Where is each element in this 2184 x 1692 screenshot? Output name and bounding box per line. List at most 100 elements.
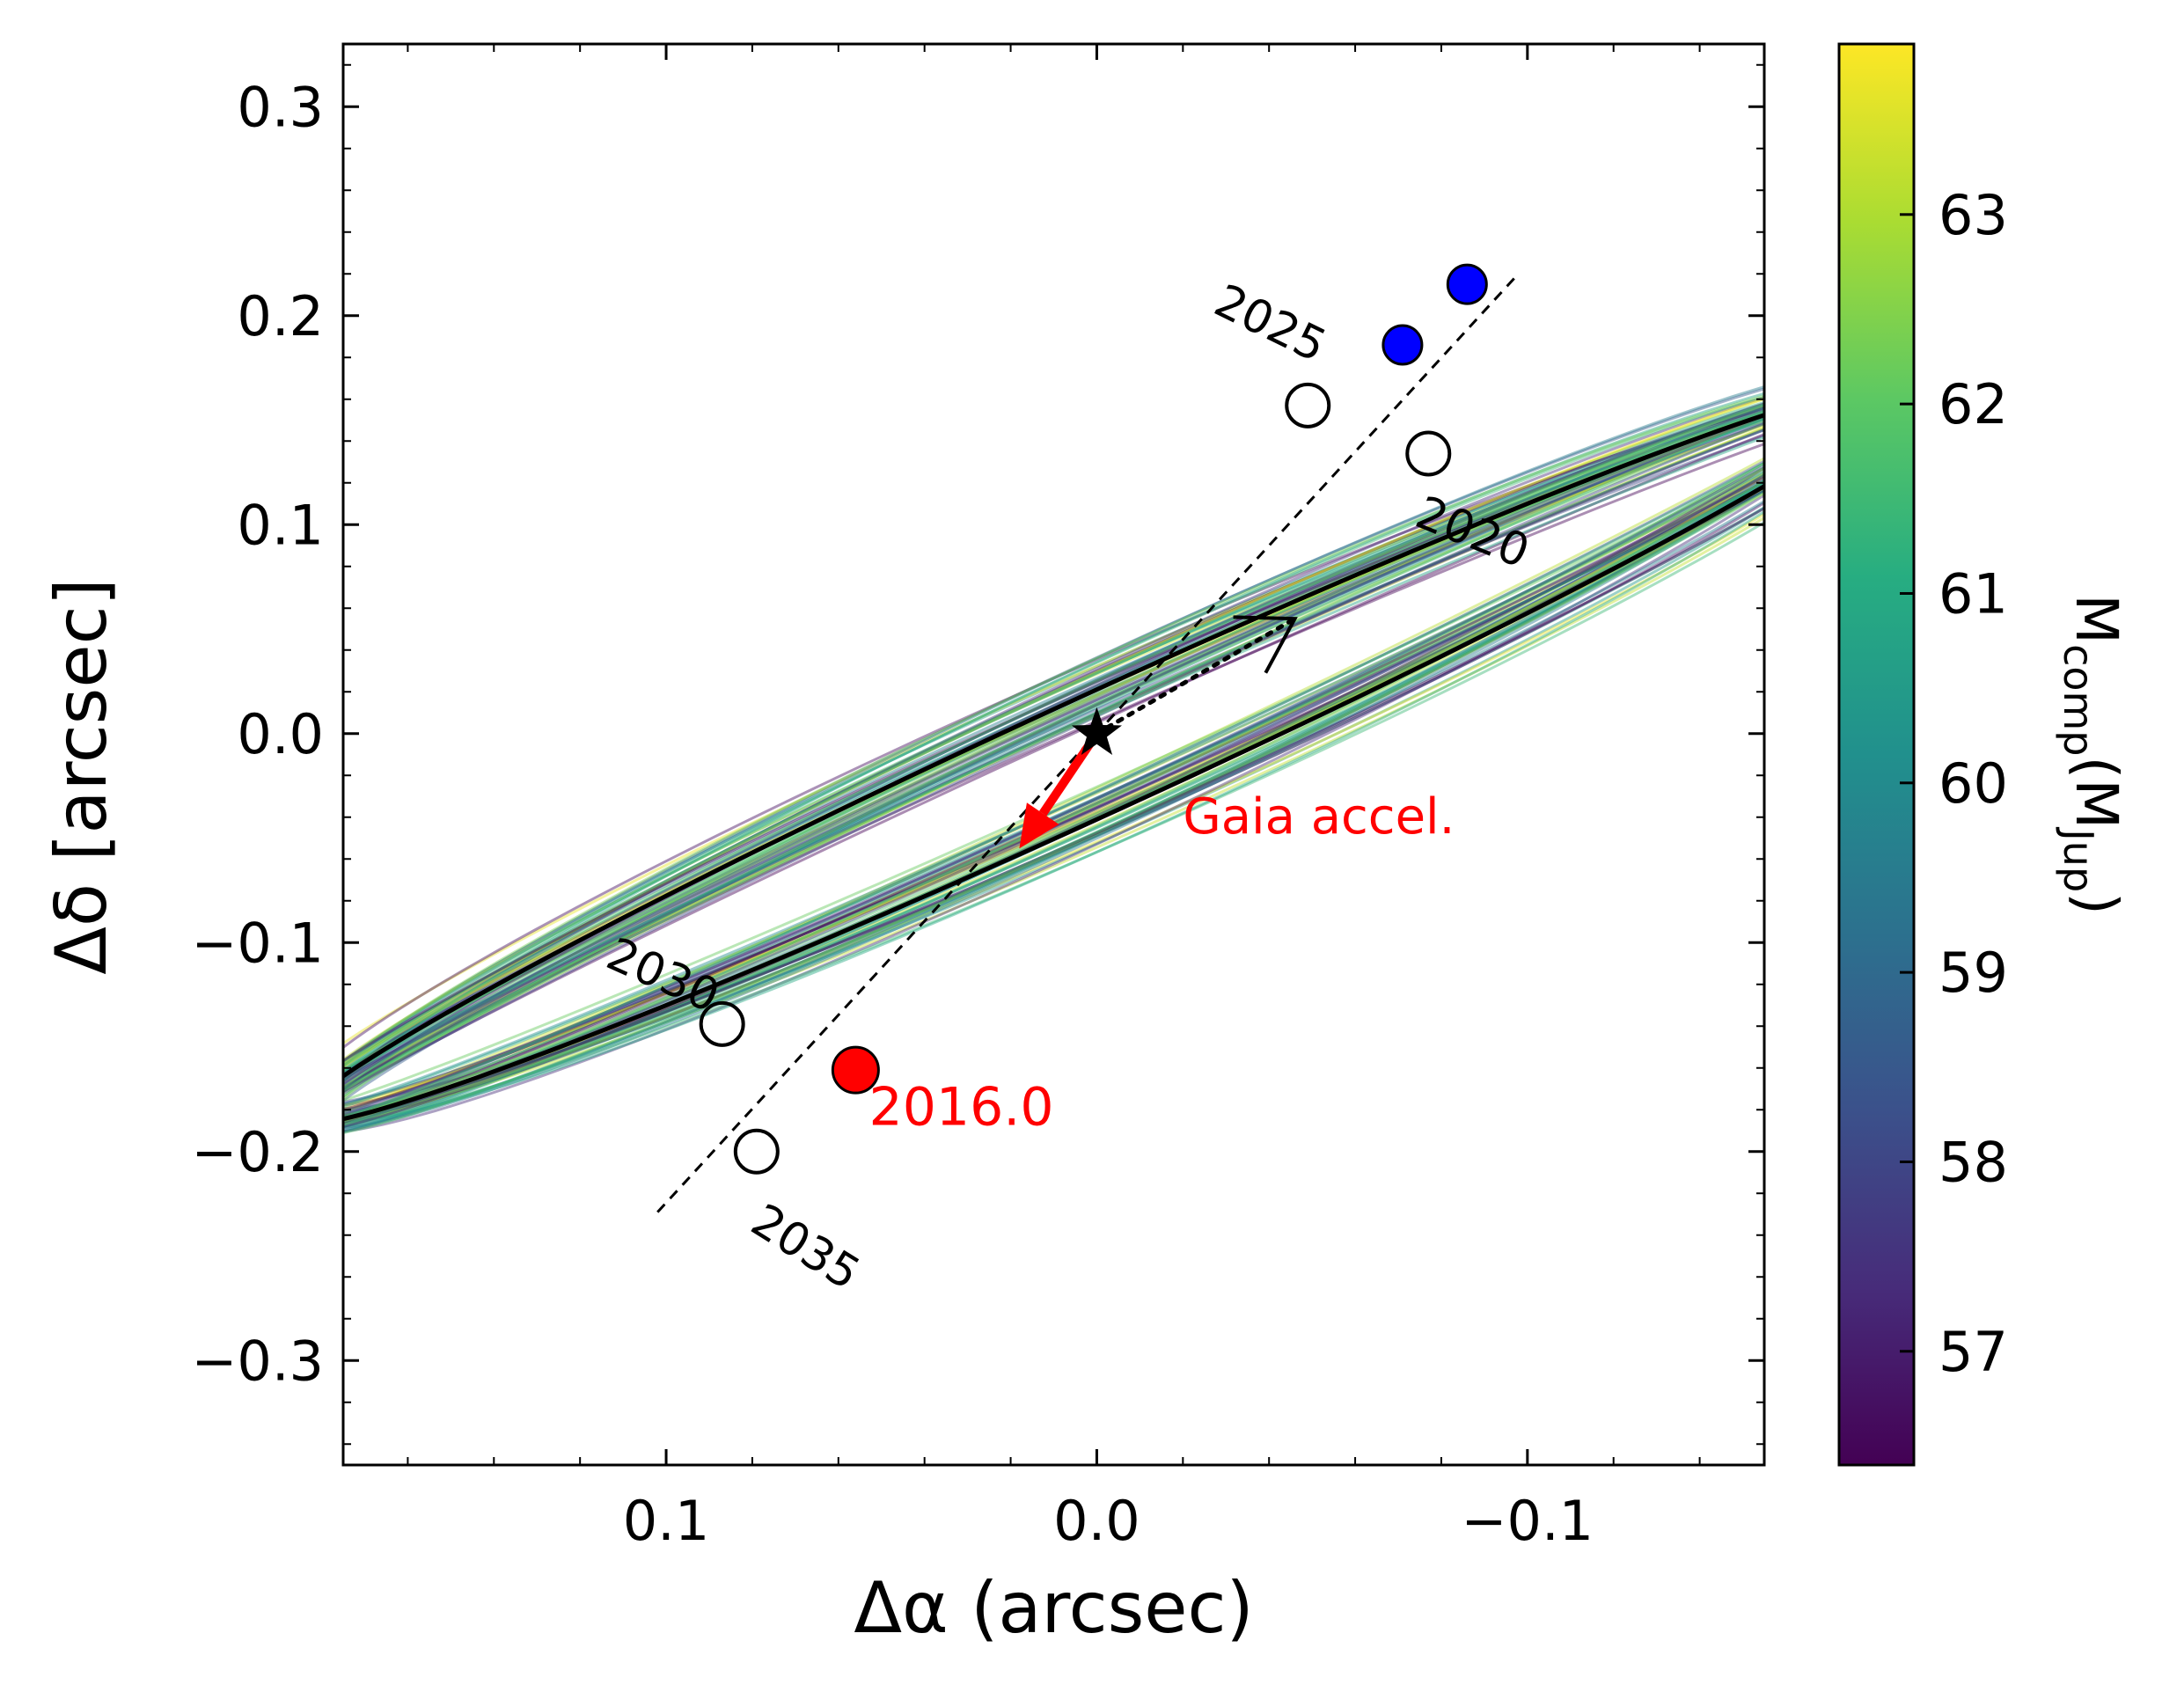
orbit-sample-line [343, 413, 1764, 1117]
orbit-sample-line [343, 421, 1764, 1119]
orbit-sample-line [343, 428, 1764, 1118]
orbit-sample-line [343, 442, 1764, 1111]
colorbar [1837, 42, 1916, 1467]
x-tick-label: 0.0 [1053, 1489, 1140, 1553]
orbit-sample-line [343, 433, 1764, 1124]
epoch-marker [733, 1128, 780, 1175]
x-axis: 0.1 0.0 −0.1 [407, 44, 1701, 1553]
orbit-sample-line [343, 385, 1764, 1133]
epoch-label: 2025 [1206, 275, 1334, 373]
colorbar-tick-label: 58 [1938, 1130, 2008, 1194]
orbit-sample-line [343, 417, 1764, 1119]
orbit-sample-line [343, 396, 1764, 1133]
orbit-sample-line [343, 428, 1764, 1117]
orbit-sample-line [343, 394, 1764, 1119]
orbit-sample-line [343, 397, 1764, 1122]
orbit-sample-line [343, 414, 1764, 1120]
orbit-sample-line [343, 414, 1764, 1113]
orbit-sample-line [343, 416, 1764, 1119]
orbit-sample-line [343, 404, 1764, 1124]
orbit-sample-line [343, 428, 1764, 1106]
epoch-marker [1405, 430, 1452, 477]
orbit-sample-line [343, 416, 1764, 1110]
y-tick-label: −0.2 [191, 1120, 324, 1184]
epoch-marker [1285, 382, 1331, 428]
y-tick-label: −0.3 [191, 1329, 324, 1393]
motion-arrow-head [1233, 615, 1298, 674]
orbit-sample-line [343, 426, 1764, 1120]
observed-point [1381, 324, 1424, 366]
orbit-sample-line [343, 412, 1764, 1126]
orbit-sample-line [343, 402, 1764, 1121]
orbit-sample-line [343, 410, 1764, 1127]
orbit-sample-line [343, 422, 1764, 1102]
host-star-icon [1071, 707, 1122, 755]
orbit-sample-line [343, 411, 1764, 1110]
orbit-sample-line [343, 415, 1764, 1117]
x-axis-label: Δα (arcsec) [854, 1567, 1253, 1649]
orbit-sample-line [343, 419, 1764, 1122]
orbit-sample-line [343, 387, 1764, 1132]
y-tick-label: 0.1 [237, 493, 324, 557]
orbit-sample-line [343, 426, 1764, 1114]
orbit-sample-line [343, 408, 1764, 1107]
orbit-sample-line [343, 406, 1764, 1124]
orbit-sample-line [343, 392, 1764, 1129]
y-tick-label: 0.2 [237, 284, 324, 348]
orbit-sample-line [343, 409, 1764, 1118]
orbit-sample-line [343, 406, 1764, 1129]
orbit-sample-line [343, 414, 1764, 1119]
colorbar-tick-label: 57 [1938, 1320, 2008, 1384]
orbit-sample-line [343, 405, 1764, 1129]
colorbar-ticks: 57 58 59 60 61 62 63 [1900, 183, 2008, 1384]
orbit-sample-line [343, 405, 1764, 1119]
orbit-sample-line [343, 436, 1764, 1109]
orbit-sample-line [343, 406, 1764, 1134]
plot-frame [341, 42, 1766, 1467]
colorbar-label: Mcomp(MJup) [2055, 594, 2130, 915]
orbit-sample-line [343, 420, 1764, 1124]
orbit-sample-line [343, 408, 1764, 1117]
orbit-samples [343, 385, 1764, 1135]
reference-epoch-point [831, 1045, 880, 1095]
observed-point [1446, 263, 1488, 305]
orbit-sample-line [343, 434, 1764, 1105]
orbit-sample-line [343, 421, 1764, 1116]
orbit-sample-line [343, 414, 1764, 1114]
gaia-accel-arrow-head [1019, 802, 1059, 849]
orbit-sample-line [343, 417, 1764, 1113]
orbit-sample-line [343, 402, 1764, 1128]
colorbar-tick-label: 60 [1938, 751, 2008, 816]
orbit-sample-line [343, 410, 1764, 1129]
orbit-sample-line [343, 416, 1764, 1130]
orbit-sample-line [343, 409, 1764, 1135]
orbit-sample-line [343, 423, 1764, 1108]
x-tick-label: 0.1 [623, 1489, 710, 1553]
orbit-sample-line [343, 414, 1764, 1122]
orbit-sample-line [343, 403, 1764, 1124]
y-axis-label: Δδ [arcsec] [40, 578, 122, 975]
y-tick-label: −0.1 [191, 911, 324, 975]
colorbar-tick-label: 59 [1938, 941, 2008, 1005]
y-axis: 0.3 0.2 0.1 0.0 −0.1 −0.2 −0.3 [191, 63, 1764, 1446]
gaia-accel-label: Gaia accel. [1183, 788, 1455, 846]
best-fit-orbit [343, 413, 1764, 1122]
y-tick-label: 0.3 [237, 75, 324, 139]
reference-epoch-label: 2016.0 [869, 1077, 1054, 1139]
x-tick-label: −0.1 [1462, 1489, 1594, 1553]
orbit-sample-line [343, 400, 1764, 1123]
epoch-label: 2035 [742, 1194, 868, 1300]
plot-area [343, 276, 1764, 1213]
motion-arrow-shaft [1094, 616, 1298, 736]
y-tick-label: 0.0 [237, 702, 324, 766]
epoch-marker [699, 1000, 745, 1047]
colorbar-tick-label: 61 [1938, 561, 2008, 626]
orbit-sample-line [343, 417, 1764, 1132]
colorbar-tick-label: 62 [1938, 372, 2008, 436]
orbit-sample-line [343, 415, 1764, 1127]
orbit-sample-line [343, 403, 1764, 1124]
orbit-sample-line [343, 415, 1764, 1126]
orbit-sample-line [343, 413, 1764, 1123]
